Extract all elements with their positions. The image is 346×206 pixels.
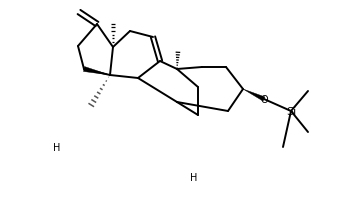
Text: Si: Si (286, 107, 296, 116)
Text: H: H (190, 172, 198, 182)
Polygon shape (243, 90, 265, 102)
Text: H: H (53, 142, 61, 152)
Polygon shape (83, 67, 110, 76)
Text: O: O (260, 95, 268, 104)
